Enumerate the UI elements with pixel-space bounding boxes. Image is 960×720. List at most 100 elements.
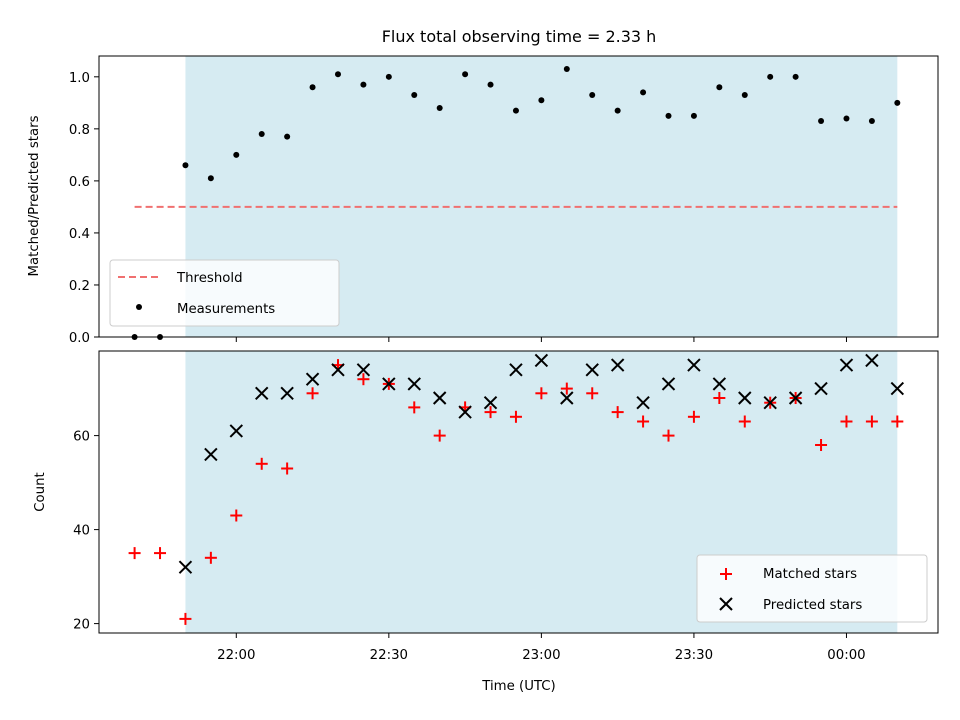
legend-predicted-swatch: [719, 597, 733, 611]
predicted-star-point: [178, 560, 193, 574]
top-y-tick-label: 0.4: [69, 227, 90, 242]
bottom-x-tick-label: 22:00: [217, 648, 255, 663]
bottom-panel: 20 40 60 22:00 22:30 23:00 23:30 00:00 Count T…: [33, 350, 939, 694]
top-x-ticks: [235, 337, 847, 342]
measurement-point: [792, 73, 799, 80]
legend-matched-swatch: [720, 568, 732, 580]
matched-star-point: [687, 410, 700, 423]
bottom-x-ticks: 22:00 22:30 23:00 23:30 00:00: [217, 633, 866, 663]
matched-star-point: [255, 457, 268, 470]
bottom-y-tick-label: 40: [73, 524, 90, 539]
bottom-axes-frame: [98, 350, 939, 634]
predicted-star-point: [712, 377, 727, 391]
measurement-point: [690, 112, 697, 119]
matched-star-point: [815, 439, 828, 451]
bottom-x-tick-label: 23:00: [522, 648, 560, 663]
top-legend-box: [109, 259, 340, 327]
measurement-point: [640, 89, 647, 96]
predicted-star-point: [331, 363, 345, 377]
predicted-star-point: [255, 386, 269, 401]
measurement-point: [207, 175, 214, 182]
measurement-point: [589, 92, 596, 99]
measurement-point: [512, 107, 519, 114]
predicted-star-point: [636, 395, 650, 410]
predicted-star-point: [432, 391, 447, 405]
predicted-star-point: [204, 447, 218, 462]
predicted-star-point: [458, 405, 472, 419]
bottom-legend: Matched stars Predicted stars: [696, 554, 928, 623]
matched-star-point: [433, 429, 446, 442]
predicted-star-point: [585, 363, 599, 377]
matched-star-point: [611, 406, 624, 419]
predicted-star-point: [483, 395, 498, 410]
bottom-legend-box: [696, 554, 928, 623]
predicted-star-point: [661, 377, 676, 391]
predicted-star-point: [738, 391, 752, 405]
measurement-point: [614, 107, 621, 114]
top-axes-frame: [98, 55, 939, 338]
top-legend: Threshold Measurements: [109, 259, 340, 327]
predicted-star-point: [763, 395, 777, 410]
measurement-point: [716, 84, 723, 91]
x-axis-label: Time (UTC): [481, 679, 556, 694]
measurement-point: [462, 71, 469, 78]
matched-star-point: [128, 547, 141, 560]
matched-star-point: [840, 415, 853, 428]
measurement-point: [182, 162, 189, 169]
matched-star-point: [484, 406, 497, 419]
predicted-star-point: [509, 363, 523, 377]
predicted-star-point: [865, 353, 879, 368]
matched-star-point: [891, 415, 904, 428]
measurement-point: [843, 115, 850, 122]
bottom-x-tick-label: 00:00: [827, 648, 865, 663]
measurement-point: [233, 151, 240, 158]
matched-star-point: [408, 401, 421, 414]
measurement-point: [767, 73, 774, 80]
matched-star-point: [713, 392, 726, 404]
measurement-point: [309, 84, 316, 91]
bottom-y-tick-label: 60: [73, 430, 90, 445]
measurement-points: [131, 66, 901, 340]
matched-star-point: [179, 612, 192, 625]
matched-stars-points: [128, 359, 904, 625]
measurement-point: [818, 118, 825, 125]
top-y-tick-label: 1.0: [69, 71, 90, 86]
predicted-stars-points: [178, 353, 905, 574]
measurement-point: [284, 133, 291, 140]
predicted-star-point: [560, 391, 574, 405]
bottom-x-tick-label: 23:30: [675, 648, 713, 663]
matched-star-point: [637, 415, 650, 428]
bottom-y-tick-label: 20: [73, 618, 90, 633]
measurement-point: [334, 71, 341, 78]
chart-title: Flux total observing time = 2.33 h: [382, 27, 657, 46]
measurement-point: [868, 118, 875, 125]
top-y-ticks: 0.0 0.2 0.4 0.6 0.8 1.0: [69, 71, 99, 346]
top-panel: 0.0 0.2 0.4 0.6 0.8 1.0 Matched/Predicted sta…: [27, 55, 939, 346]
matched-star-point: [865, 415, 878, 428]
matched-star-point: [662, 429, 675, 442]
predicted-star-point: [839, 358, 854, 372]
matched-star-point: [560, 382, 573, 395]
measurement-point: [385, 73, 392, 80]
top-y-tick-label: 0.2: [69, 279, 90, 294]
predicted-star-point: [305, 372, 320, 386]
matched-star-point: [586, 387, 599, 400]
matched-star-point: [154, 547, 167, 560]
predicted-star-point: [356, 363, 371, 377]
legend-measurements-swatch: [136, 304, 142, 310]
matched-star-point: [357, 373, 370, 386]
measurement-point: [436, 105, 443, 112]
matched-star-point: [204, 551, 217, 564]
top-y-tick-label: 0.6: [69, 175, 90, 190]
measurement-point: [411, 92, 418, 99]
measurement-point: [360, 81, 367, 88]
predicted-star-point: [534, 353, 549, 368]
matched-star-point: [738, 415, 751, 428]
matched-star-point: [509, 410, 522, 423]
matched-star-point: [230, 509, 243, 522]
predicted-star-point: [610, 358, 625, 372]
legend-matched-label: Matched stars: [763, 567, 857, 582]
predicted-star-point: [407, 377, 421, 391]
predicted-star-point: [382, 377, 396, 391]
measurement-point: [894, 99, 901, 106]
